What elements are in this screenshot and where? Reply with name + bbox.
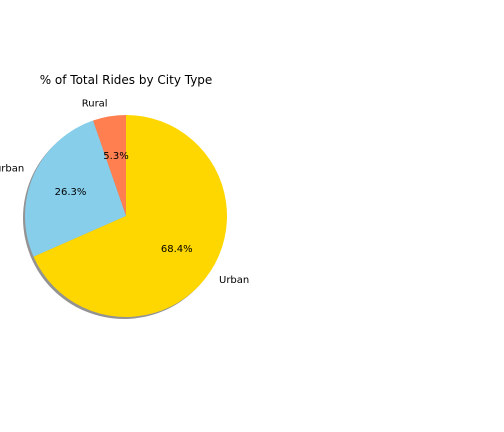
slice-label-urban: Urban (219, 275, 249, 286)
chart-title: % of Total Rides by City Type (40, 73, 213, 87)
pie-labels: Rural 5.3% Suburban 26.3% Urban 68.4% (0, 98, 249, 286)
slice-label-suburban: Suburban (0, 164, 24, 175)
pie-slice-urban (33, 115, 228, 317)
slice-percent-suburban: 26.3% (55, 187, 87, 198)
slice-percent-rural: 5.3% (103, 151, 128, 162)
pie-slice-suburban (25, 120, 127, 257)
slice-label-rural: Rural (82, 98, 108, 109)
pie-slice-rural (92, 114, 126, 216)
pie-slices (25, 114, 228, 317)
slice-percent-urban: 68.4% (161, 244, 193, 255)
